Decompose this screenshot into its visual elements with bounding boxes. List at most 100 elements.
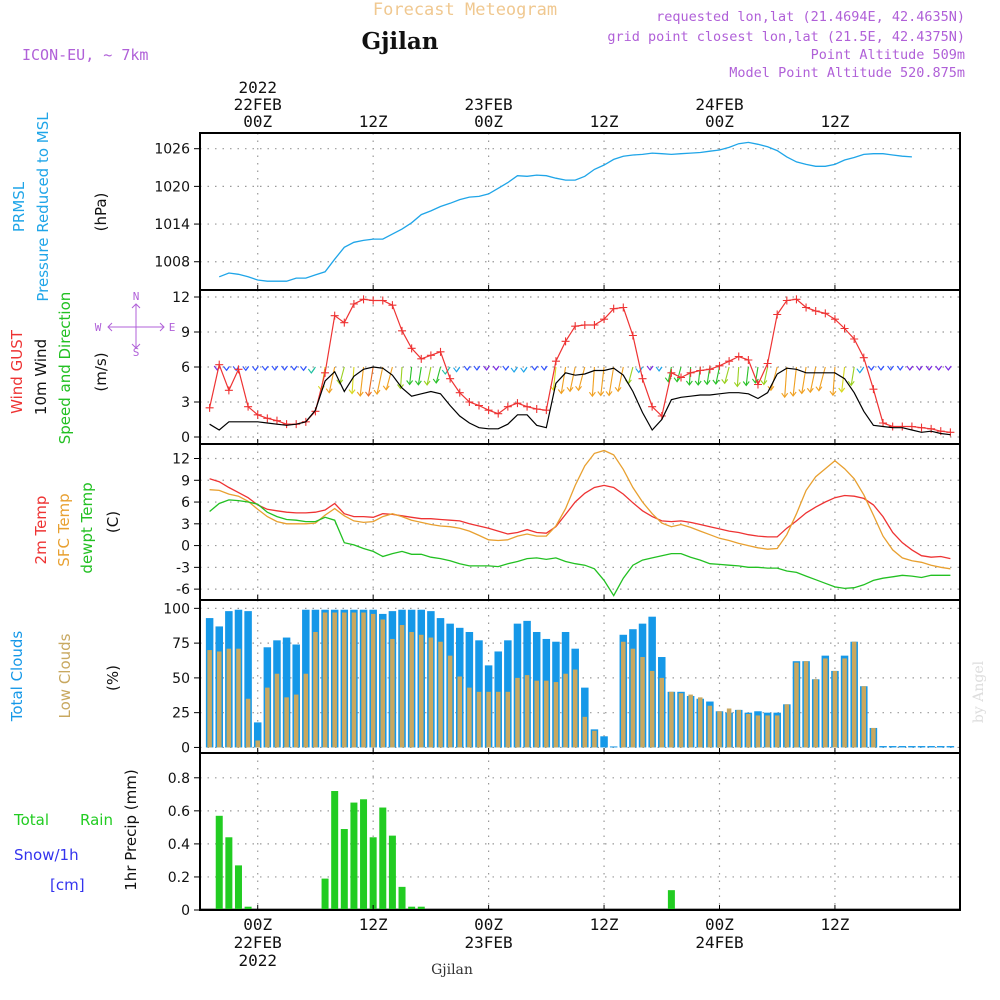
wind-barb-head bbox=[557, 389, 565, 395]
compass-arrows-icon bbox=[107, 303, 165, 349]
wind-gust-point bbox=[263, 414, 272, 423]
wind-gust-point bbox=[715, 361, 724, 370]
wind-gust-point bbox=[503, 402, 512, 411]
low-cloud-bar bbox=[505, 691, 511, 748]
wind-gust-point bbox=[349, 300, 358, 308]
total-cloud-bar bbox=[908, 746, 916, 748]
top-year-label: 2022 bbox=[238, 78, 277, 97]
wind-barb-head bbox=[492, 365, 500, 371]
temp-ytick-label: -6 bbox=[176, 582, 190, 598]
wind-barb bbox=[359, 366, 365, 397]
top-date-label: 23FEB bbox=[465, 95, 513, 114]
temp-2m-line bbox=[209, 478, 951, 560]
wind-barb bbox=[792, 366, 798, 397]
wind-barb-head bbox=[742, 381, 750, 387]
wind-barb-head bbox=[382, 385, 390, 391]
bottom-date-label: 23FEB bbox=[465, 933, 513, 952]
wind-barb bbox=[577, 366, 586, 391]
wind-barb-head bbox=[856, 368, 864, 374]
low-cloud-bar bbox=[823, 658, 828, 748]
wind-barb-head bbox=[261, 365, 269, 372]
wind-ytick-label: 3 bbox=[181, 395, 190, 411]
wind-barb bbox=[841, 366, 846, 393]
wind-gust-point bbox=[378, 296, 387, 305]
clouds-ytick-label: 75 bbox=[172, 636, 190, 652]
low-cloud-bar bbox=[380, 619, 386, 748]
wind-gust-point bbox=[484, 406, 493, 415]
gridpoint-lonlat: grid point closest lon,lat (21.5E, 42.43… bbox=[607, 29, 965, 45]
rain-bar bbox=[388, 835, 396, 910]
wind-barb bbox=[724, 366, 730, 384]
clouds-ytick-label: 100 bbox=[163, 601, 190, 617]
wind-barb-head bbox=[925, 365, 933, 371]
pressure-ytick-label: 1026 bbox=[154, 142, 190, 158]
wind-gust-point bbox=[272, 416, 281, 425]
pressure-ytick-label: 1008 bbox=[154, 255, 190, 271]
low-cloud-bar bbox=[707, 705, 713, 748]
top-date-label: 24FEB bbox=[695, 95, 743, 114]
wind-gust-point bbox=[244, 402, 253, 411]
wind-gust-point bbox=[224, 386, 233, 395]
low-cloud-bar bbox=[640, 657, 645, 748]
precip-ytick-label: 0.2 bbox=[168, 870, 190, 886]
precip-panel-labels: Total Rain Snow/1h [cm] 1hr Precip (mm) bbox=[13, 769, 140, 894]
panels: 1008 1014 1020 1026 0 3 6 9 12 -6 -3 0 3 6 9 12 0 25 50 75 1… bbox=[154, 132, 961, 919]
wind-barb-head bbox=[414, 380, 422, 386]
pressure-ytick-label: 1020 bbox=[154, 179, 190, 195]
top-hour-label: 00Z bbox=[474, 112, 503, 131]
location-title: Gjilan bbox=[361, 28, 438, 55]
low-cloud-bar bbox=[265, 687, 270, 748]
wind-barb-head bbox=[887, 365, 895, 371]
wind-gust-point bbox=[234, 365, 243, 374]
wind-gust-point bbox=[677, 373, 686, 382]
wind-barb-head bbox=[453, 367, 460, 373]
rain-bar bbox=[350, 802, 358, 910]
wind-gust-point bbox=[426, 351, 435, 360]
bottom-year-label: 2022 bbox=[238, 951, 277, 970]
pressure-label-1: PRMSL bbox=[10, 181, 28, 232]
wind-barb-head bbox=[348, 389, 356, 395]
clouds-panel: 0 25 50 75 100 bbox=[163, 599, 961, 756]
wind-barb bbox=[676, 366, 682, 382]
wind-barb bbox=[850, 366, 855, 386]
wind-barb bbox=[715, 366, 721, 385]
wind-barb-head bbox=[703, 380, 711, 386]
wind-barb bbox=[376, 366, 384, 395]
wind-barb-head bbox=[281, 365, 288, 371]
wind-gust-point bbox=[513, 399, 522, 408]
wind-panel: 0 3 6 9 12 bbox=[172, 289, 961, 446]
low-cloud-bar bbox=[563, 673, 568, 748]
wind-gust-point bbox=[859, 353, 868, 362]
wind-gust-point bbox=[590, 321, 599, 329]
wind-gust-line bbox=[209, 298, 951, 433]
wind-ytick-label: 6 bbox=[181, 360, 190, 376]
low-cloud-bar bbox=[515, 677, 520, 748]
wind-ytick-label: 9 bbox=[181, 325, 190, 341]
temp-ytick-label: 9 bbox=[181, 473, 190, 489]
wind-gust-point bbox=[600, 315, 609, 324]
bottom-hour-label: 12Z bbox=[359, 915, 388, 934]
wind-barb bbox=[617, 366, 624, 392]
clouds-ytick-label: 25 bbox=[172, 706, 190, 722]
wind-barb-head bbox=[307, 368, 315, 374]
wind-dir-label: Speed and Direction bbox=[56, 292, 74, 445]
wind-barb-head bbox=[896, 365, 904, 371]
low-cloud-bar bbox=[621, 641, 626, 748]
wind-gust-point bbox=[840, 324, 849, 333]
rain-bar bbox=[215, 815, 223, 910]
wind-gust-point bbox=[609, 304, 618, 313]
total-cloud-bar bbox=[282, 637, 291, 748]
rain-bar bbox=[244, 906, 252, 910]
low-cloud-bar bbox=[361, 612, 366, 748]
total-cloud-bar bbox=[253, 722, 262, 748]
low-cloud-bar bbox=[447, 655, 453, 748]
low-cloud-bar bbox=[419, 634, 424, 748]
sfc-temp-line bbox=[209, 449, 951, 570]
total-cloud-bar bbox=[946, 746, 955, 748]
wind-barb-head bbox=[423, 380, 431, 386]
low-cloud-bar bbox=[659, 677, 665, 748]
wind-panel-labels: Wind GUST 10m Wind Speed and Direction (… bbox=[8, 290, 175, 444]
wind-gust-point bbox=[571, 322, 580, 331]
total-label: Total bbox=[13, 811, 49, 829]
wind-barb bbox=[328, 366, 336, 393]
